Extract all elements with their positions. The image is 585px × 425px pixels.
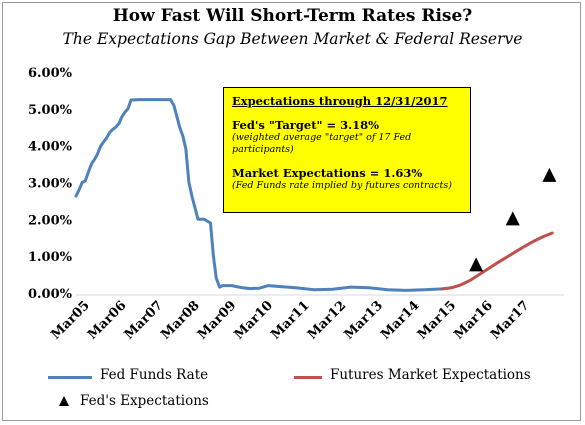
x-tick-label: Mar05	[48, 298, 92, 342]
annotation-market-note: (Fed Funds rate implied by futures contr…	[232, 179, 452, 191]
y-tick-label: 6.00%	[28, 66, 73, 81]
legend-label-futures: Futures Market Expectations	[330, 367, 531, 383]
annotation-market: Market Expectations = 1.63%	[232, 165, 423, 180]
legend-triangle-icon	[59, 396, 69, 406]
x-tick-label: Mar12	[305, 298, 349, 342]
y-tick-label: 2.00%	[28, 213, 73, 228]
legend-swatch-fed-funds	[48, 376, 92, 379]
futures-expectations-line	[440, 231, 554, 291]
fed-expectation-marker	[542, 167, 557, 182]
x-tick-label: Mar10	[232, 298, 276, 342]
chart-subtitle: The Expectations Gap Between Market & Fe…	[62, 30, 523, 48]
x-tick-label: Mar08	[158, 298, 202, 342]
x-tick-label: Mar06	[85, 298, 129, 342]
annotation-box: Expectations through 12/31/2017 Fed's "T…	[223, 87, 471, 213]
x-tick-label: Mar09	[195, 298, 239, 342]
annotation-fed-target: Fed's "Target" = 3.18%	[232, 118, 380, 132]
y-tick-label: 3.00%	[28, 177, 73, 192]
y-tick-label: 5.00%	[28, 103, 73, 118]
annotation-fed-note: (weighted average "target" of 17 Fed par…	[232, 132, 412, 155]
x-tick-label: Mar11	[268, 298, 312, 342]
x-tick-label: Mar16	[451, 298, 495, 342]
x-tick-label: Mar07	[122, 298, 166, 342]
legend-swatch-futures	[294, 376, 322, 379]
legend-label-fed-expect: Fed's Expectations	[80, 393, 209, 409]
fed-expectation-marker	[505, 211, 520, 226]
fed-funds-rate-line	[74, 98, 444, 292]
annotation-heading: Expectations through 12/31/2017	[232, 94, 448, 108]
fed-expectation-marker	[469, 257, 484, 272]
legend-label-fed-funds: Fed Funds Rate	[100, 367, 209, 383]
x-tick-label: Mar15	[415, 298, 459, 342]
x-tick-label: Mar13	[342, 298, 386, 342]
x-tick-label: Mar17	[488, 298, 532, 342]
y-tick-label: 0.00%	[28, 287, 73, 302]
x-tick-label: Mar14	[378, 298, 422, 342]
chart-title: How Fast Will Short-Term Rates Rise?	[112, 6, 473, 26]
y-tick-label: 4.00%	[28, 140, 73, 155]
y-tick-label: 1.00%	[28, 250, 73, 265]
